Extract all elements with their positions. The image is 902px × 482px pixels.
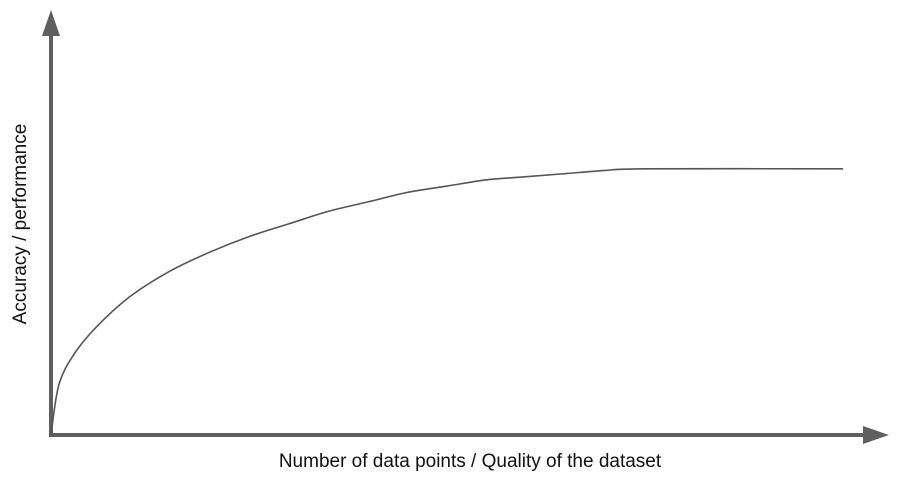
x-axis-label: Number of data points / Quality of the d… bbox=[279, 451, 662, 472]
series-line bbox=[50, 167, 844, 436]
y-axis-label: Accuracy / performance bbox=[10, 124, 31, 325]
y-axis-arrow-icon bbox=[42, 10, 60, 36]
x-axis-arrow-icon bbox=[863, 426, 889, 444]
